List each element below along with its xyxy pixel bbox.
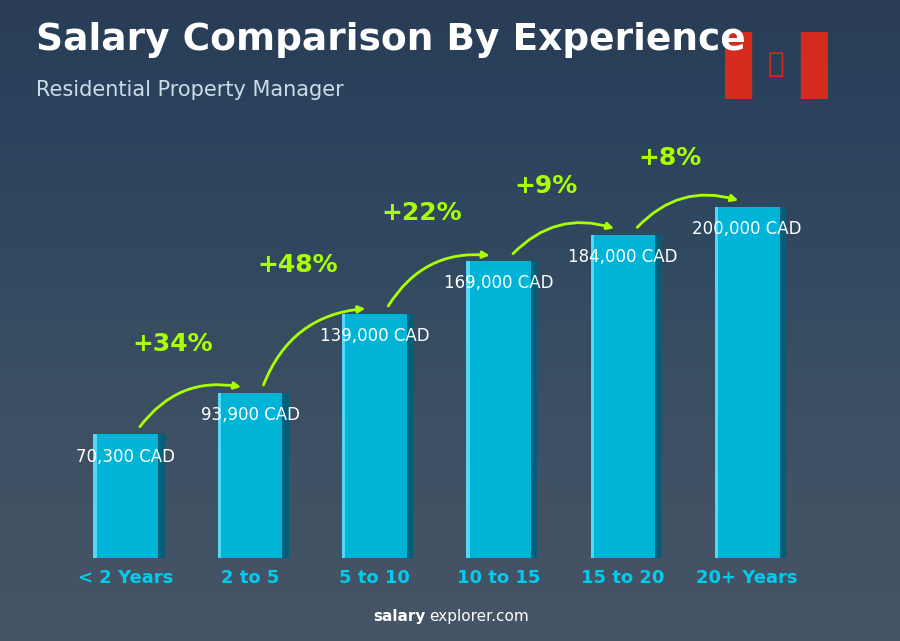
Bar — [158, 434, 165, 558]
Bar — [94, 434, 96, 558]
Text: Residential Property Manager: Residential Property Manager — [36, 80, 344, 100]
Bar — [466, 261, 531, 558]
Bar — [342, 313, 407, 558]
Bar — [466, 261, 470, 558]
Text: +8%: +8% — [638, 146, 702, 170]
Bar — [590, 235, 594, 558]
Bar — [283, 393, 289, 558]
Bar — [94, 434, 158, 558]
Bar — [218, 393, 283, 558]
Bar — [715, 206, 779, 558]
Text: +48%: +48% — [257, 253, 338, 278]
Bar — [715, 206, 718, 558]
Text: +34%: +34% — [132, 333, 213, 356]
Text: 93,900 CAD: 93,900 CAD — [201, 406, 300, 424]
Text: salary: salary — [374, 609, 426, 624]
Bar — [801, 32, 828, 99]
Bar — [655, 235, 661, 558]
Bar — [407, 313, 413, 558]
Text: 139,000 CAD: 139,000 CAD — [320, 327, 429, 345]
Bar — [342, 313, 346, 558]
Bar — [590, 235, 655, 558]
Text: +22%: +22% — [382, 201, 462, 224]
Text: +9%: +9% — [514, 174, 578, 198]
Text: 70,300 CAD: 70,300 CAD — [76, 447, 176, 465]
Text: 🍁: 🍁 — [768, 50, 785, 78]
Text: Salary Comparison By Experience: Salary Comparison By Experience — [36, 22, 746, 58]
Bar — [724, 32, 751, 99]
Text: 169,000 CAD: 169,000 CAD — [444, 274, 554, 292]
Text: 184,000 CAD: 184,000 CAD — [568, 248, 678, 266]
Text: 200,000 CAD: 200,000 CAD — [692, 220, 802, 238]
Bar — [218, 393, 221, 558]
Bar — [531, 261, 537, 558]
Text: explorer.com: explorer.com — [429, 609, 529, 624]
Bar — [779, 206, 786, 558]
